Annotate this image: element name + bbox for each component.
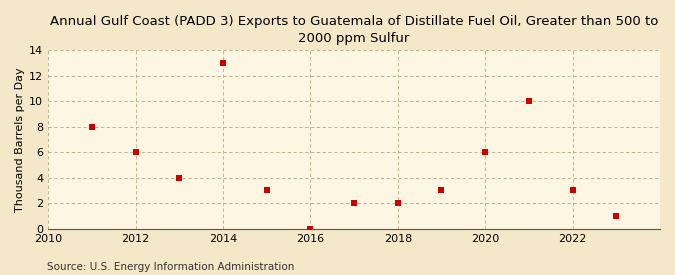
Point (480, 150, 491, 155)
Point (436, 188, 447, 192)
Point (567, 188, 578, 192)
Point (174, 175, 185, 180)
Point (524, 99, 535, 103)
Point (392, 201, 403, 205)
Point (217, 61, 228, 65)
Text: Source: U.S. Energy Information Administration: Source: U.S. Energy Information Administ… (47, 262, 294, 272)
Title: Annual Gulf Coast (PADD 3) Exports to Guatemala of Distillate Fuel Oil, Greater : Annual Gulf Coast (PADD 3) Exports to Gu… (50, 15, 658, 45)
Point (611, 214, 622, 218)
Y-axis label: Thousand Barrels per Day: Thousand Barrels per Day (15, 67, 25, 212)
Point (349, 201, 360, 205)
Point (130, 150, 141, 155)
Point (261, 188, 272, 192)
Point (305, 226, 316, 231)
Point (86, 125, 97, 129)
